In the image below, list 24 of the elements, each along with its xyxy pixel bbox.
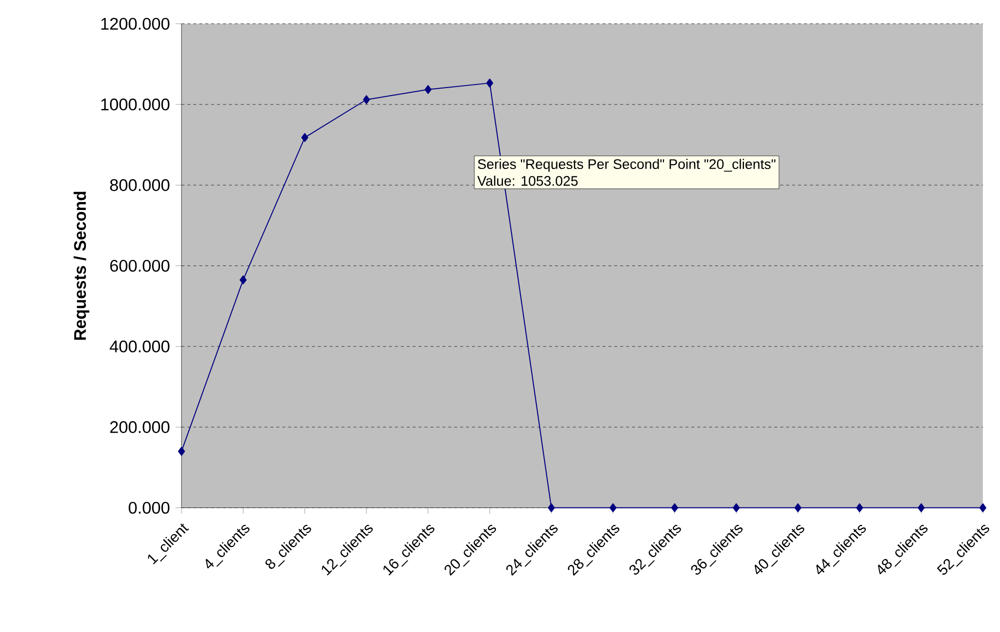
point bbox=[486, 78, 494, 88]
annotation: Value: 1053.025 bbox=[477, 176, 578, 186]
point bbox=[548, 503, 555, 512]
y-tick-label: 0.000 bbox=[128, 502, 170, 514]
point bbox=[671, 503, 678, 512]
annotation: Series "Requests Per Second" Point "20_clients" bbox=[478, 158, 776, 172]
point bbox=[610, 503, 616, 512]
y-axis-title: Requests / Second bbox=[74, 192, 90, 340]
y-tick-label: 800.000 bbox=[110, 179, 170, 192]
y-tick-label: 1000.000 bbox=[101, 98, 170, 111]
y-tick-label: 200.000 bbox=[110, 421, 170, 434]
point bbox=[794, 503, 802, 512]
y-tick-label: 400.000 bbox=[110, 340, 170, 353]
point bbox=[240, 276, 247, 284]
y-tick-label: 600.000 bbox=[110, 260, 170, 272]
point bbox=[178, 446, 185, 456]
point bbox=[362, 95, 370, 104]
point bbox=[856, 503, 864, 512]
point bbox=[979, 503, 986, 512]
point bbox=[424, 85, 432, 94]
point bbox=[732, 503, 740, 512]
point bbox=[918, 503, 925, 512]
point bbox=[301, 133, 308, 142]
y-tick-label: 1200.000 bbox=[101, 18, 170, 30]
